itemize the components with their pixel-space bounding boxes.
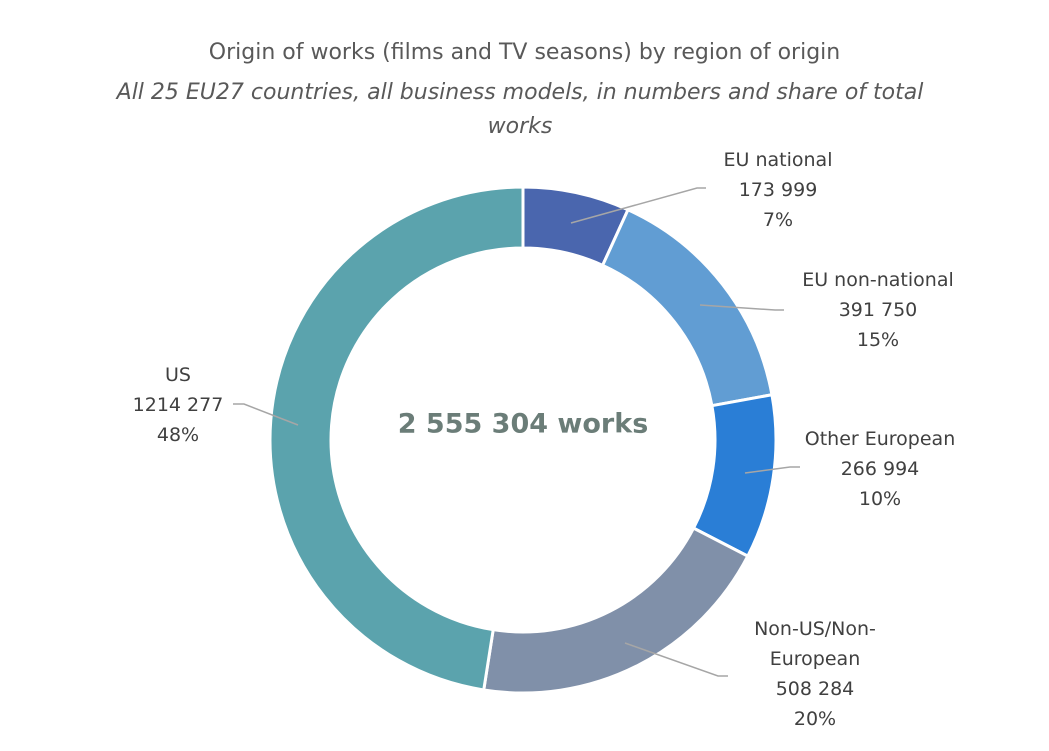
slice-name: Other European <box>804 428 956 450</box>
chart-title: Origin of works (films and TV seasons) b… <box>208 40 841 65</box>
slice-name: US <box>165 364 191 386</box>
slice-value: 391 750 <box>838 299 918 321</box>
slice-name: EU national <box>723 149 833 171</box>
leader-line <box>570 187 706 224</box>
slice-other-european <box>691 393 778 559</box>
slice-name: EU non-national <box>802 269 954 291</box>
slice-percent: 15% <box>856 329 900 351</box>
slice-non-us-non-european <box>482 526 750 695</box>
label-us: US 1214 277 48% <box>133 360 224 450</box>
slice-value: 173 999 <box>738 179 818 201</box>
label-other-european: Other European 266 994 10% <box>805 424 956 514</box>
label-eu-national: EU national 173 999 7% <box>724 145 833 235</box>
leader-line <box>699 304 784 311</box>
label-non-us-non-european: Non-US/Non-European 508 284 20% <box>740 614 890 734</box>
slice-value: 1214 277 <box>132 394 224 416</box>
slice-percent: 20% <box>793 708 837 730</box>
label-eu-non-national: EU non-national 391 750 15% <box>802 265 954 355</box>
slice-value: 508 284 <box>775 678 855 700</box>
leader-line <box>624 642 728 677</box>
slice-percent: 10% <box>858 488 902 510</box>
center-total-label: 2 555 304 works <box>397 408 649 440</box>
slice-percent: 7% <box>762 209 794 231</box>
slice-name: Non-US/Non-European <box>754 618 876 670</box>
slice-value: 266 994 <box>840 458 920 480</box>
chart-subtitle: All 25 EU27 countries, all business mode… <box>116 80 924 139</box>
slice-percent: 48% <box>156 424 200 446</box>
slice-us <box>268 185 525 692</box>
leader-line <box>233 403 299 426</box>
leader-line <box>744 466 800 474</box>
